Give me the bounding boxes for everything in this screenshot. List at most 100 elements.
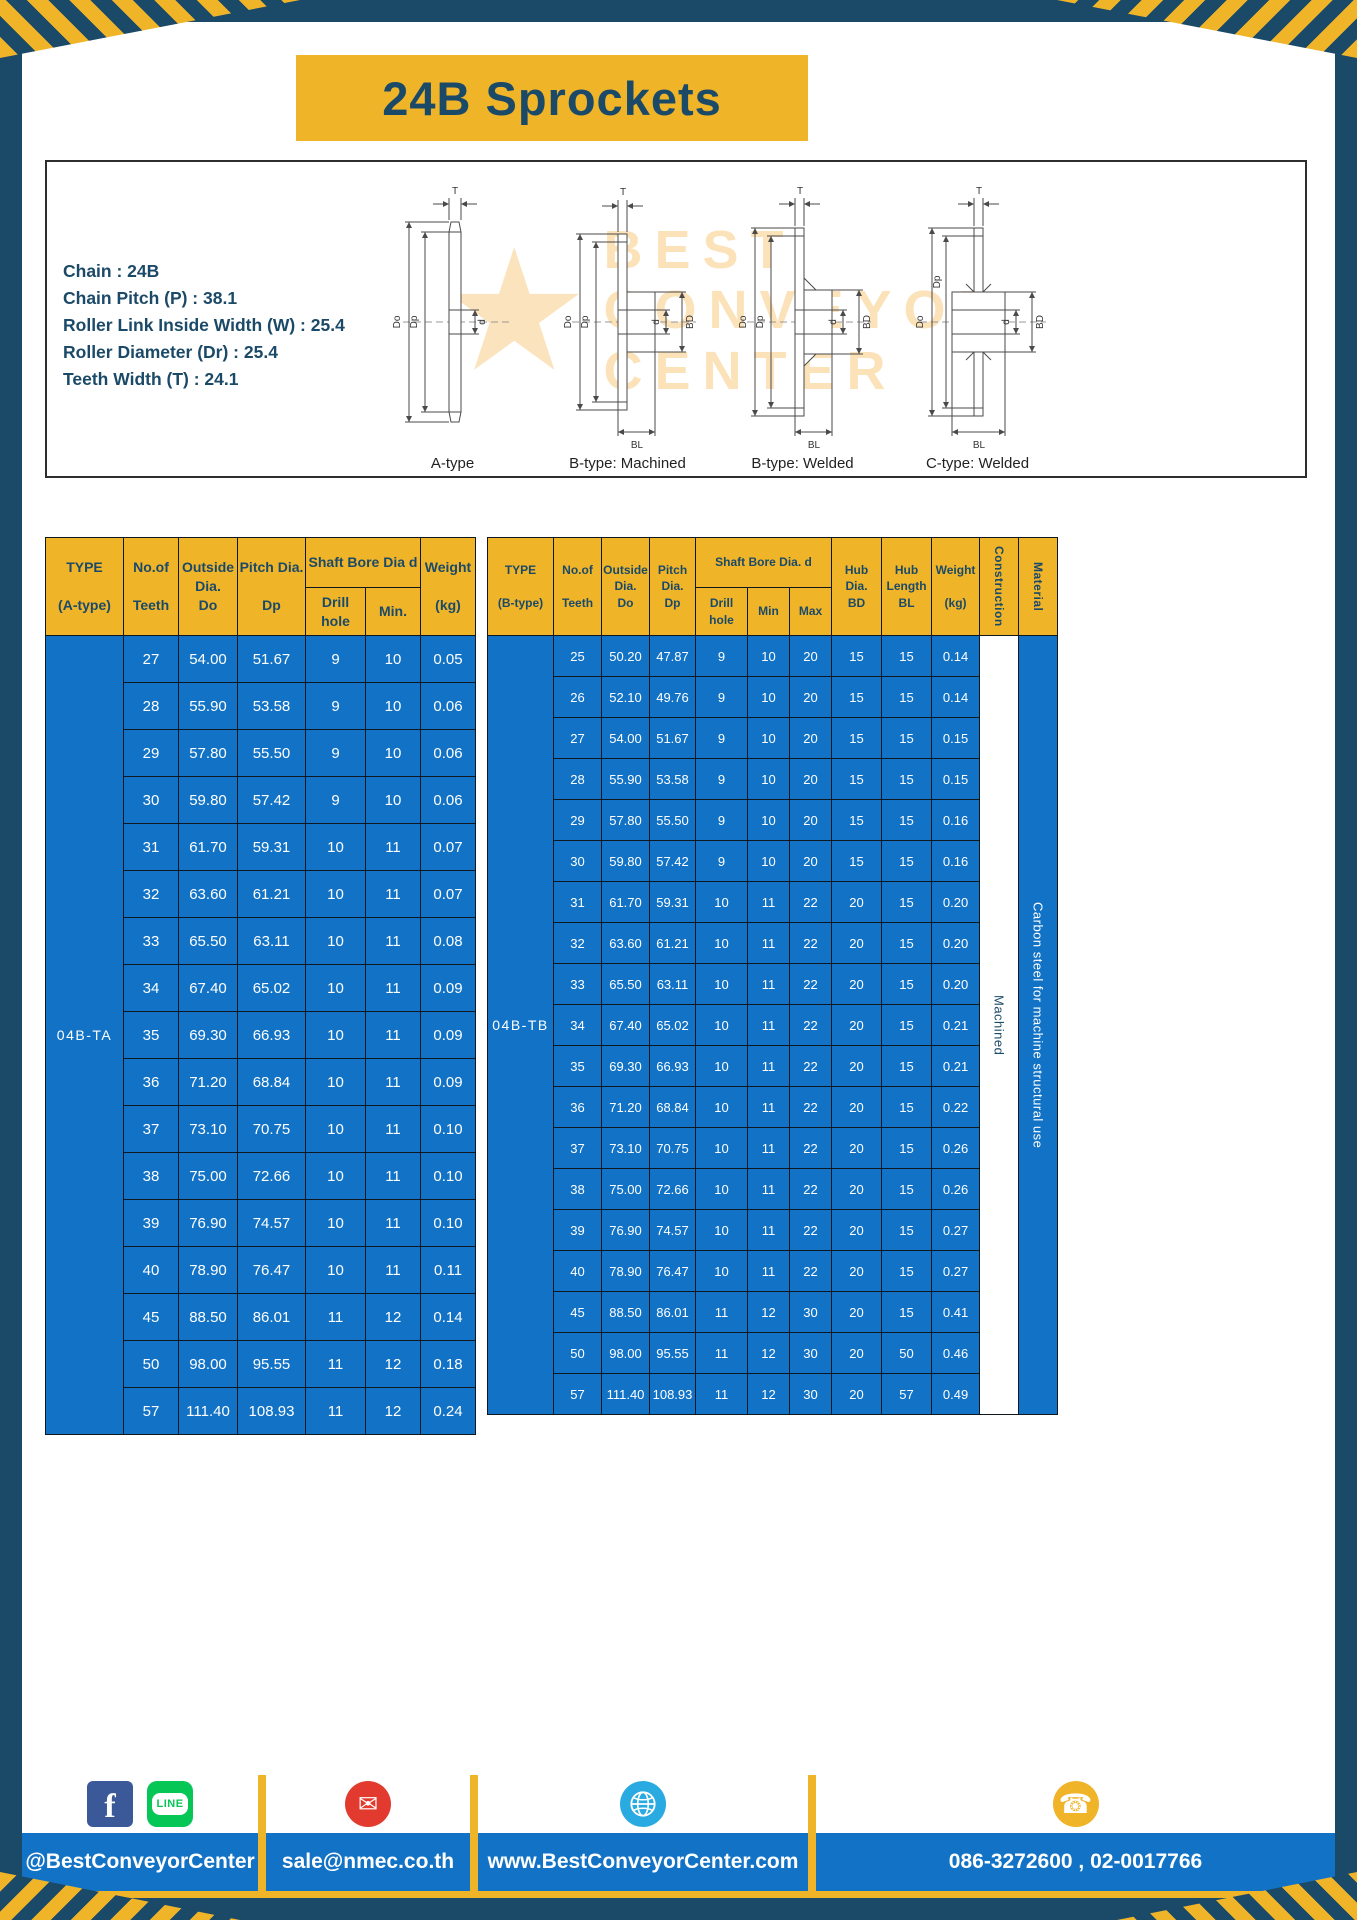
table-cell: 10 [747,840,790,882]
footer-phone-section: ☎ 086-3272600 , 02-0017766 [816,1775,1335,1891]
type-value: 04B-TA [45,635,124,1435]
table-cell: 0.20 [931,881,981,923]
table-cell: 20 [831,1004,883,1046]
table-cell: 27 [553,717,602,759]
table-cell: 108.93 [649,1373,696,1415]
svg-text:T: T [796,186,802,197]
a-type-drawing-icon: T Do Dp d [392,186,509,423]
table-cell: 20 [788,799,833,841]
table-cell: 57.80 [601,799,650,841]
table-cell: 9 [305,729,366,777]
diagram-a-type: T Do Dp d A-type [365,166,540,476]
table-cell: 51.67 [237,635,306,683]
table-row: 34 67.40 65.02 10 11 22 20 15 0.21 [488,1004,1058,1046]
table-cell: 15 [831,799,883,841]
table-cell: 11 [747,1086,790,1128]
type-column-header: TYPE (B-type) [487,537,554,636]
table-cell: 10 [305,1105,366,1153]
c-type-welded-drawing-icon: T Do Dp d [915,186,1046,451]
table-cell: 66.93 [237,1011,306,1059]
table-cell: 0.06 [420,682,476,730]
table-cell: 53.58 [237,682,306,730]
table-row: 40 78.90 76.47 10 11 0.11 [46,1246,476,1294]
table-cell: 0.14 [420,1293,476,1341]
table-row: 26 52.10 49.76 9 10 20 15 15 0.14 [488,676,1058,718]
table-cell: 68.84 [649,1086,696,1128]
table-row: 30 59.80 57.42 9 10 0.06 [46,776,476,824]
table-cell: 15 [831,635,883,677]
table-cell: 31 [553,881,602,923]
column-header: Hub Length BL [881,537,933,636]
table-row: 39 76.90 74.57 10 11 22 20 15 0.27 [488,1209,1058,1251]
table-cell: 22 [788,922,833,964]
table-cell: 30 [553,840,602,882]
social-handle: @BestConveyorCenter [25,1850,255,1873]
footer-website-section: www.BestConveyorCenter.com [478,1775,808,1891]
page-content: 24B Sprockets ★ BEST CONVEYOR CENTER Cha… [22,22,1335,1898]
table-row: 34 67.40 65.02 10 11 0.09 [46,964,476,1012]
table-cell: 76.90 [601,1209,650,1251]
diagram-c-type-welded: T Do Dp d [890,166,1065,476]
diagram-label-b-welded: B-type: Welded [751,455,854,472]
column-header: Outside Dia. Do [601,537,650,636]
table-cell: 29 [553,799,602,841]
table-cell: 10 [695,1127,748,1169]
table-row: 38 75.00 72.66 10 11 0.10 [46,1152,476,1200]
table-cell: 57.42 [237,776,306,824]
svg-text:d: d [477,319,488,325]
table-cell: 0.15 [931,717,981,759]
table-cell: 0.26 [931,1127,981,1169]
table-cell: 10 [365,682,421,730]
svg-text:T: T [619,187,625,198]
table-cell: 10 [747,635,790,677]
svg-text:BL: BL [972,440,985,451]
table-cell: 20 [788,676,833,718]
svg-text:Do: Do [738,315,749,328]
svg-text:Do: Do [915,315,926,328]
table-cell: 0.16 [931,840,981,882]
table-row: 04B-TB 25 50.20 47.87 9 10 20 15 15 0.14 Machined C… [487,635,1059,1415]
spec-teeth-width: Teeth Width (T) : 24.1 [63,369,239,389]
table-cell: 20 [831,1250,883,1292]
sub-column-header: Drill hole [695,587,748,636]
table-cell: 40 [123,1246,179,1294]
table-cell: 12 [747,1332,790,1374]
phone-numbers: 086-3272600 , 02-0017766 [948,1850,1203,1873]
table-cell: 10 [695,1168,748,1210]
table-cell: 0.26 [931,1168,981,1210]
table-cell: 11 [747,922,790,964]
table-cell: 10 [695,1004,748,1046]
table-cell: 20 [788,758,833,800]
table-cell: 98.00 [601,1332,650,1374]
svg-text:BD: BD [1035,315,1046,329]
table-cell: 9 [305,635,366,683]
column-header: Pitch Dia. Dp [237,537,306,636]
table-cell: 15 [881,1086,933,1128]
construction-value: Machined [979,635,1020,1415]
table-cell: 61.21 [237,870,306,918]
table-cell: 15 [881,1168,933,1210]
email-glyph: ✉ [357,1790,379,1818]
table-cell: 86.01 [649,1291,696,1333]
table-cell: 11 [695,1373,748,1415]
table-cell: 38 [123,1152,179,1200]
svg-text:BL: BL [807,440,820,451]
table-cell: 53.58 [649,758,696,800]
table-cell: 69.30 [601,1045,650,1087]
table-cell: 11 [747,1209,790,1251]
table-cell: 0.20 [931,922,981,964]
table-cell: 69.30 [178,1011,238,1059]
table-cell: 10 [305,964,366,1012]
table-cell: 71.20 [601,1086,650,1128]
table-cell: 10 [365,776,421,824]
column-header: Outside Dia. Do [178,537,238,636]
table-cell: 9 [305,682,366,730]
table-cell: 30 [788,1373,833,1415]
table-cell: 15 [881,840,933,882]
table-cell: 63.11 [649,963,696,1005]
spec-chain: Chain : 24B [63,261,160,281]
table-cell: 65.50 [178,917,238,965]
table-cell: 12 [365,1387,421,1435]
table-cell: 11 [365,917,421,965]
table-cell: 55.50 [649,799,696,841]
